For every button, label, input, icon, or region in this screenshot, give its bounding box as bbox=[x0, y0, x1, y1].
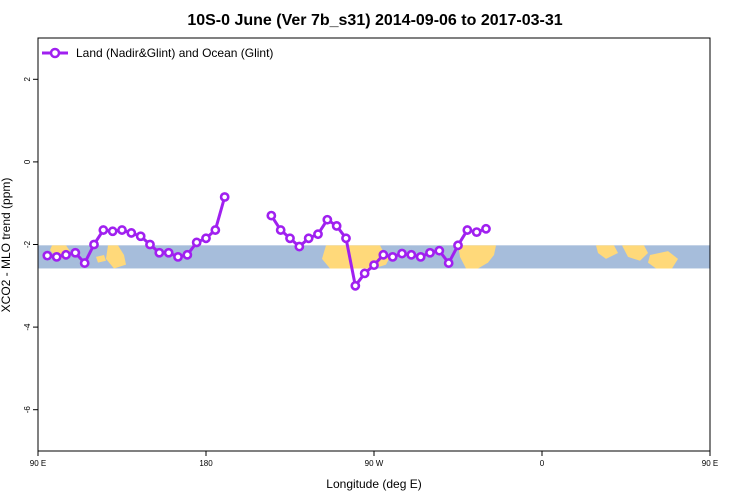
data-point bbox=[182, 249, 193, 260]
data-point bbox=[350, 280, 361, 291]
data-point bbox=[341, 233, 351, 244]
data-point bbox=[369, 260, 379, 271]
data-point bbox=[219, 192, 230, 202]
data-point bbox=[79, 258, 90, 268]
data-point bbox=[481, 223, 491, 234]
data-point bbox=[154, 247, 165, 258]
data-point bbox=[387, 251, 398, 262]
map-band bbox=[38, 245, 710, 269]
data-point bbox=[191, 237, 202, 248]
data-point bbox=[425, 247, 435, 258]
data-point bbox=[331, 221, 342, 231]
data-point bbox=[61, 249, 71, 260]
x-tick-label: 90 E bbox=[30, 459, 46, 468]
series-layer bbox=[42, 192, 491, 291]
data-point bbox=[201, 233, 211, 244]
data-point bbox=[453, 240, 463, 251]
y-axis: 2 0 -2 -4 -6 bbox=[23, 77, 38, 414]
data-point bbox=[397, 248, 407, 259]
data-point bbox=[434, 245, 445, 256]
data-point bbox=[443, 258, 454, 268]
data-point bbox=[406, 249, 417, 260]
data-point bbox=[266, 210, 277, 221]
data-point bbox=[89, 239, 99, 250]
data-point bbox=[210, 225, 221, 235]
data-point bbox=[98, 225, 109, 235]
data-point bbox=[462, 225, 473, 235]
data-point bbox=[294, 241, 305, 252]
data-point bbox=[70, 247, 81, 258]
data-point bbox=[51, 251, 62, 262]
land-patch bbox=[106, 245, 126, 269]
x-tick-label: 0 bbox=[540, 459, 545, 468]
data-point bbox=[107, 226, 118, 237]
data-point bbox=[471, 227, 482, 238]
legend-label: Land (Nadir&Glint) and Ocean (Glint) bbox=[76, 46, 273, 60]
data-point bbox=[42, 250, 53, 261]
chart-title: 10S-0 June (Ver 7b_s31) 2014-09-06 to 20… bbox=[187, 12, 562, 29]
land-patch bbox=[622, 245, 648, 261]
data-point bbox=[313, 229, 323, 240]
data-point bbox=[303, 233, 314, 244]
x-tick-label: 90 W bbox=[365, 459, 384, 468]
y-tick-label: 2 bbox=[23, 77, 32, 82]
x-tick-label: 180 bbox=[199, 459, 213, 468]
data-point bbox=[163, 247, 174, 258]
legend: Land (Nadir&Glint) and Ocean (Glint) bbox=[42, 46, 273, 60]
data-point bbox=[359, 268, 370, 279]
data-point bbox=[322, 214, 333, 225]
data-point bbox=[117, 225, 127, 235]
land-patch bbox=[458, 245, 496, 269]
y-tick-label: 0 bbox=[23, 159, 32, 164]
data-point bbox=[173, 251, 183, 262]
y-tick-label: -2 bbox=[23, 240, 32, 248]
x-axis: 90 E 180 90 W 0 90 E bbox=[30, 451, 718, 468]
plot-frame bbox=[37, 37, 711, 452]
land-patch bbox=[648, 251, 678, 269]
y-tick-label: -6 bbox=[23, 406, 32, 414]
data-point bbox=[135, 231, 146, 242]
legend-marker-swatch bbox=[49, 47, 61, 59]
data-point bbox=[145, 239, 155, 250]
data-point bbox=[415, 251, 426, 262]
x-tick-label: 90 E bbox=[702, 459, 718, 468]
data-point bbox=[126, 228, 137, 238]
data-point bbox=[378, 249, 389, 260]
y-axis-label: XCO2 - MLO trend (ppm) bbox=[0, 178, 13, 313]
data-point bbox=[275, 225, 286, 235]
land-patch bbox=[596, 245, 618, 259]
x-axis-label: Longitude (deg E) bbox=[326, 477, 421, 491]
land-patch bbox=[96, 254, 106, 263]
y-tick-label: -4 bbox=[23, 323, 32, 331]
data-point bbox=[285, 233, 295, 244]
